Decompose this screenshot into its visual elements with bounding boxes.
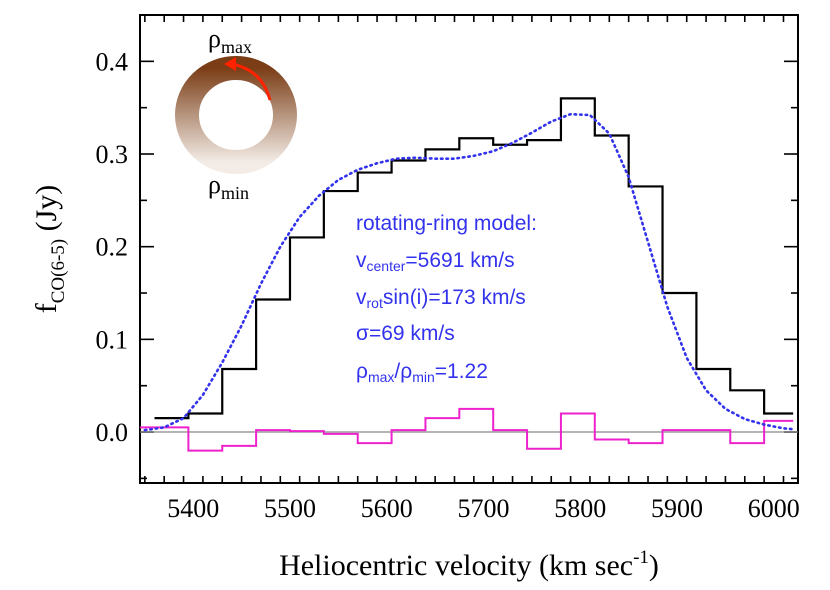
x-tick-label: 6000 [748, 494, 800, 523]
x-tick-label: 5400 [167, 494, 219, 523]
annotation-line-5: ρmax/ρmin=1.22 [356, 360, 488, 385]
annotation-line-3: vrotsin(i)=173 km/s [356, 286, 526, 311]
annotation-line-4: σ=69 km/s [356, 322, 455, 345]
x-tick-label: 5700 [458, 494, 510, 523]
rho-min-label: ρmin [208, 170, 249, 203]
y-tick-label: 0.4 [96, 47, 129, 76]
y-tick-label: 0.1 [96, 325, 129, 354]
x-tick-label: 5800 [554, 494, 606, 523]
series-observed-histogram [154, 97, 794, 420]
x-axis-title: Heliocentric velocity (km sec-1) [279, 547, 659, 582]
y-tick-label: 0.2 [96, 233, 129, 262]
plot-frame [139, 14, 799, 484]
y-tick-label: 0.0 [96, 418, 129, 447]
axis-tick-labels: 5400 5500 5600 5700 5800 5900 6000 0.0 0.1 0.2 0.3… [96, 47, 800, 523]
axis-ticks [140, 14, 798, 483]
rotation-arrowhead-icon [224, 57, 236, 71]
ring-inset: ρmax ρmin [175, 24, 297, 203]
rho-max-label: ρmax [208, 24, 252, 57]
series-model-dotted [143, 112, 795, 432]
density-ring [175, 56, 297, 174]
y-axis-title: fCO(6-5) (Jy) [30, 185, 69, 314]
annotation-line-2: vcenter=5691 km/s [356, 249, 515, 274]
model-annotation: rotating-ring model: vcenter=5691 km/s v… [356, 212, 537, 385]
y-tick-label: 0.3 [96, 140, 129, 169]
x-tick-label: 5500 [264, 494, 316, 523]
series-residual-histogram [140, 407, 794, 452]
annotation-line-1: rotating-ring model: [356, 212, 537, 235]
x-tick-label: 5900 [651, 494, 703, 523]
x-tick-label: 5600 [361, 494, 413, 523]
rotation-arrow [231, 62, 272, 101]
